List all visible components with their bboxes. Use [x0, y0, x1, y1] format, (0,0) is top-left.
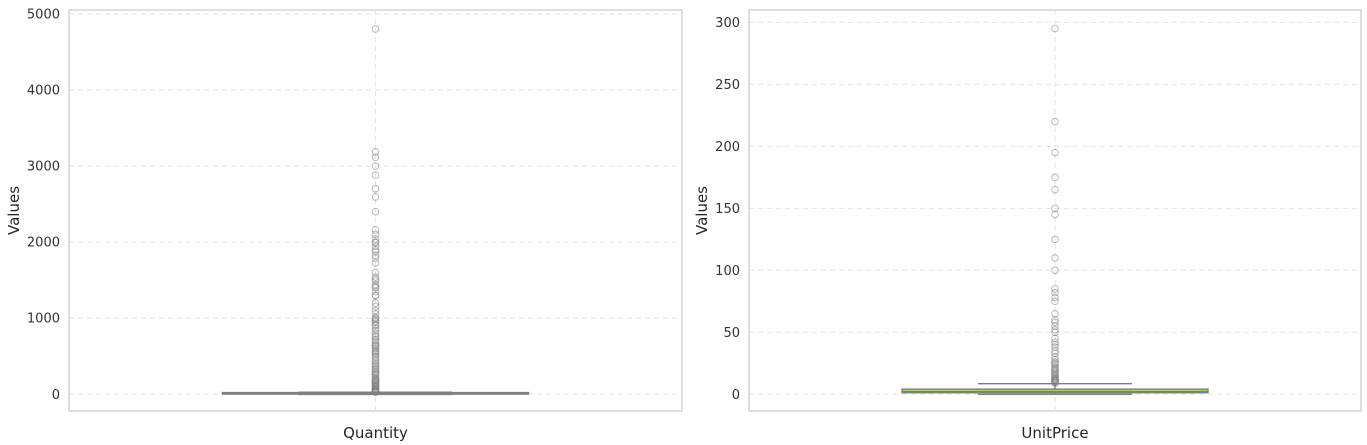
outlier-point: [371, 353, 380, 362]
outlier-point: [371, 258, 380, 267]
outlier-point: [371, 251, 380, 260]
y-tick-label: 1000: [27, 312, 60, 327]
y-axis-label: Values: [5, 186, 23, 235]
outlier-point: [371, 302, 380, 311]
outlier-point: [371, 357, 380, 366]
y-tick-label: 200: [715, 140, 740, 155]
outlier-point: [371, 291, 380, 300]
y-tick-label: 150: [715, 202, 740, 217]
outlier-point: [1051, 117, 1059, 126]
outlier-point: [371, 25, 380, 33]
outlier-point: [371, 287, 380, 296]
outlier-point: [1051, 148, 1059, 157]
outlier-point: [1051, 173, 1059, 182]
unitprice-boxplot-panel: 0 50 100 150 200 250 300 UnitPrice Values: [693, 9, 1362, 442]
quantity-boxplot-panel: 0 1000 2000 3000 4000 5000 Quantity Values: [5, 7, 683, 442]
y-tick-label: 250: [715, 78, 740, 93]
outlier-point: [371, 153, 380, 162]
outlier-point: [1051, 293, 1059, 302]
outlier-point: [1051, 185, 1059, 194]
outlier-point: [371, 329, 380, 338]
outlier-point: [1051, 210, 1059, 219]
outlier-point: [371, 235, 380, 243]
y-tick-label: 300: [715, 16, 740, 31]
outlier-point: [371, 171, 380, 179]
outlier-point: [371, 350, 380, 358]
outlier-point: [1051, 355, 1059, 364]
outlier-point: [1051, 379, 1059, 387]
iqr-box: [901, 388, 1209, 394]
outlier-point: [371, 310, 380, 318]
outlier-point: [371, 283, 380, 292]
outlier-point: [371, 333, 380, 341]
y-tick-label: 4000: [27, 83, 60, 98]
outlier-point: [371, 388, 380, 396]
x-axis-label: UnitPrice: [1021, 424, 1088, 442]
outlier-point: [371, 242, 380, 251]
outlier-point: [371, 321, 380, 330]
outlier-point: [1051, 338, 1059, 347]
y-axis-label: Values: [693, 186, 711, 235]
y-tick-label: 0: [52, 388, 60, 403]
outlier-point: [371, 193, 380, 201]
outlier-point: [1051, 254, 1059, 262]
outlier-point: [1051, 266, 1059, 275]
outlier-point: [1051, 24, 1059, 33]
outlier-point: [371, 299, 380, 307]
outlier-point: [371, 230, 380, 239]
outlier-point: [371, 185, 380, 193]
y-tick-label: 50: [723, 326, 740, 341]
outlier-point: [1051, 326, 1059, 334]
outlier-point: [371, 254, 380, 263]
outlier-point: [371, 273, 380, 281]
y-tick-label: 3000: [27, 159, 60, 174]
outlier-point: [371, 162, 380, 170]
outlier-point: [1051, 288, 1059, 297]
y-tick-label: 100: [715, 264, 740, 279]
outlier-point: [1051, 285, 1059, 293]
y-tick-label: 2000: [27, 236, 60, 251]
outlier-point: [1051, 318, 1059, 327]
outlier-point: [371, 148, 380, 156]
outlier-point: [371, 337, 380, 345]
outlier-point: [371, 226, 380, 234]
outlier-point: [1051, 235, 1059, 244]
x-axis-label: Quantity: [343, 424, 408, 442]
y-tick-label: 5000: [27, 7, 60, 22]
outlier-point: [1051, 297, 1059, 306]
y-tick-label: 0: [732, 388, 740, 403]
outlier-point: [371, 207, 380, 216]
